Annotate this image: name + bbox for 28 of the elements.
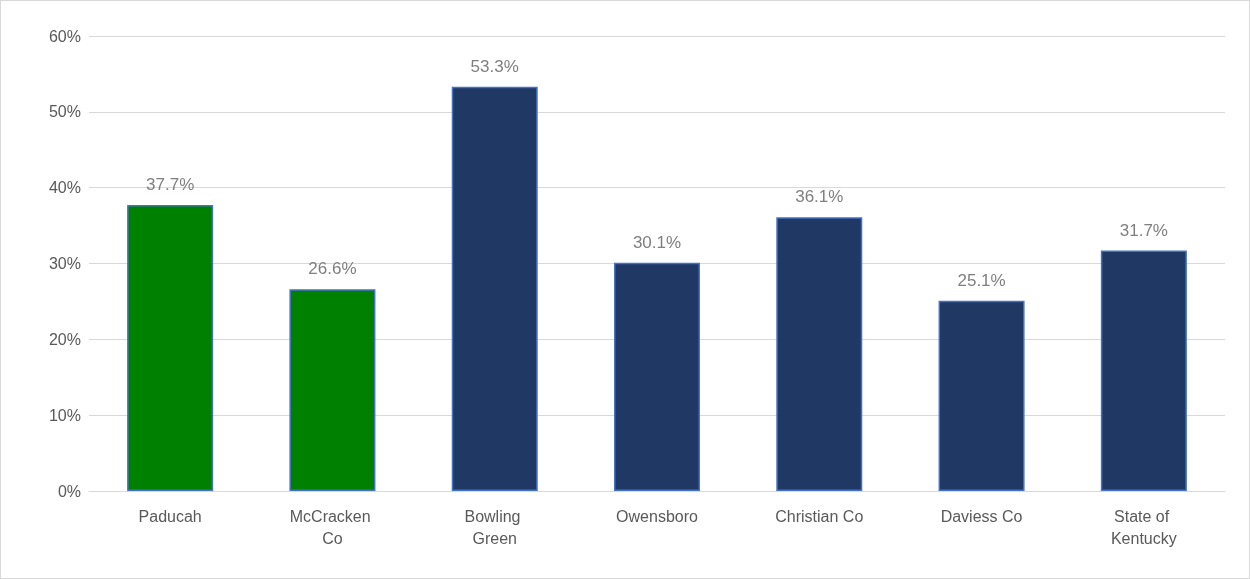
data-label: 37.7% bbox=[146, 175, 195, 195]
bar bbox=[776, 217, 863, 491]
data-label: 31.7% bbox=[1119, 220, 1168, 240]
y-tick-label: 10% bbox=[48, 406, 81, 424]
data-label: 36.1% bbox=[795, 187, 844, 207]
bar bbox=[1100, 250, 1187, 491]
bar bbox=[938, 300, 1025, 491]
x-tick-label: Daviess Co bbox=[940, 507, 1023, 525]
y-tick-label: 30% bbox=[48, 255, 81, 272]
y-tick-label: 0% bbox=[57, 482, 81, 500]
data-label: 26.6% bbox=[308, 259, 357, 279]
data-label: 53.3% bbox=[470, 56, 519, 76]
x-tick-label: Paducah bbox=[138, 507, 202, 525]
bar bbox=[289, 289, 376, 491]
bar bbox=[613, 262, 701, 491]
data-label: 30.1% bbox=[632, 232, 682, 252]
bar bbox=[127, 205, 214, 491]
x-tick-label: Christian Co bbox=[775, 507, 864, 525]
x-tick-label: State of Kentucky bbox=[1110, 507, 1177, 547]
y-tick-label: 20% bbox=[48, 330, 81, 348]
x-tick-label: McCracken Co bbox=[289, 507, 376, 547]
y-tick-label: 40% bbox=[48, 179, 81, 197]
y-tick-label: 60% bbox=[48, 27, 81, 45]
x-tick-label: Owensboro bbox=[616, 507, 699, 525]
data-label: 25.1% bbox=[957, 270, 1006, 290]
bar bbox=[451, 86, 538, 491]
y-tick-label: 50% bbox=[48, 103, 81, 121]
x-tick-label: Bowling Green bbox=[464, 507, 525, 547]
